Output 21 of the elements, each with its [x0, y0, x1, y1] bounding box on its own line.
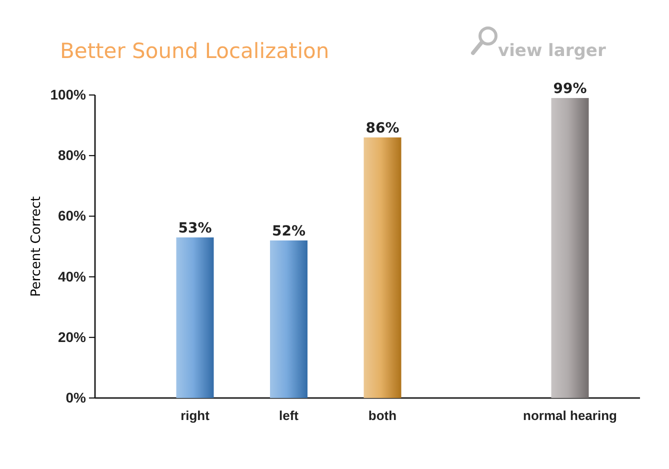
- data-label: 86%: [366, 120, 400, 136]
- y-tick-label: 60%: [58, 208, 87, 224]
- bar: [270, 240, 308, 398]
- x-tick-label: right: [180, 408, 210, 424]
- bar: [364, 137, 402, 398]
- x-tick-label: left: [279, 408, 300, 424]
- chart-title: Better Sound Localization: [60, 39, 330, 63]
- bar: [551, 98, 589, 398]
- x-tick-label: normal hearing: [523, 408, 618, 424]
- y-tick-label: 100%: [50, 86, 87, 102]
- y-tick-label: 0%: [66, 389, 87, 406]
- y-tick-label: 80%: [58, 147, 87, 164]
- bar: [176, 237, 214, 398]
- x-tick-label: both: [368, 408, 397, 424]
- data-label: 53%: [178, 220, 212, 236]
- y-tick-label: 40%: [58, 268, 87, 284]
- y-tick-label: 20%: [58, 328, 87, 345]
- data-label: 99%: [553, 81, 587, 98]
- y-axis-title: Percent Correct: [29, 196, 44, 297]
- text: view larger: [498, 41, 606, 61]
- data-label: 52%: [272, 223, 306, 240]
